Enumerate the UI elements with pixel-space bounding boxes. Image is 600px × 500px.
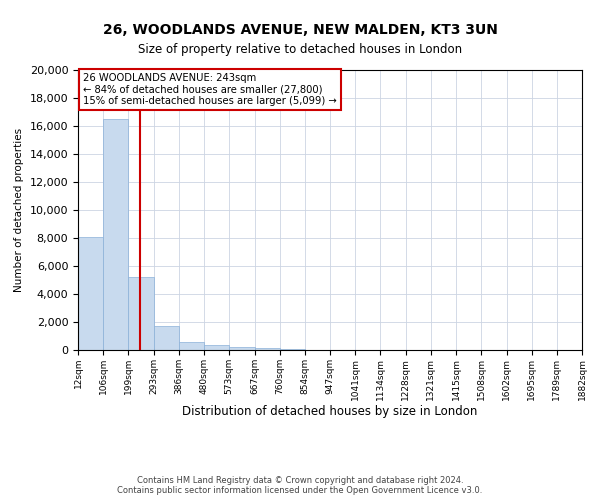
Bar xyxy=(280,348,305,350)
Y-axis label: Number of detached properties: Number of detached properties xyxy=(14,128,24,292)
Bar xyxy=(78,238,103,350)
Text: 26, WOODLANDS AVENUE, NEW MALDEN, KT3 3UN: 26, WOODLANDS AVENUE, NEW MALDEN, KT3 3U… xyxy=(103,22,497,36)
Bar xyxy=(154,326,179,350)
Bar xyxy=(103,119,128,350)
Bar xyxy=(204,345,229,350)
Text: 26 WOODLANDS AVENUE: 243sqm
← 84% of detached houses are smaller (27,800)
15% of: 26 WOODLANDS AVENUE: 243sqm ← 84% of det… xyxy=(83,73,337,106)
Bar xyxy=(179,342,204,350)
Bar xyxy=(254,348,280,350)
Bar xyxy=(128,277,154,350)
Text: Size of property relative to detached houses in London: Size of property relative to detached ho… xyxy=(138,42,462,56)
Bar xyxy=(229,347,254,350)
Text: Contains HM Land Registry data © Crown copyright and database right 2024.
Contai: Contains HM Land Registry data © Crown c… xyxy=(118,476,482,495)
X-axis label: Distribution of detached houses by size in London: Distribution of detached houses by size … xyxy=(182,406,478,418)
